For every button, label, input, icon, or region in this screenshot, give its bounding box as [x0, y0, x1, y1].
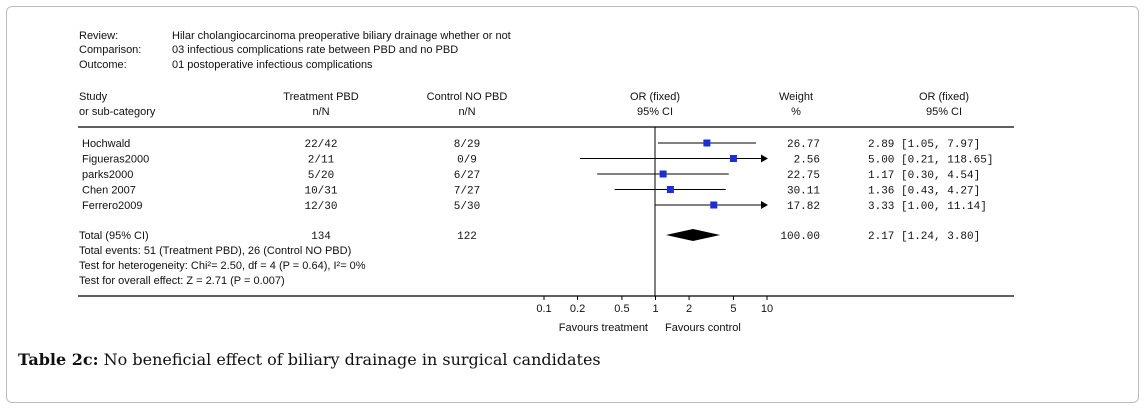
total-label: Total (95% CI) — [79, 230, 149, 242]
study-weight: 17.82 — [787, 201, 820, 213]
comparison-label: Comparison: — [79, 44, 141, 56]
treatment-count: 12/30 — [304, 201, 337, 213]
control-count: 7/27 — [454, 186, 480, 198]
axis-tick-label: 0.2 — [570, 303, 585, 315]
header-control: Control NO PBD — [427, 91, 508, 103]
ci-arrow — [761, 201, 768, 209]
control-count: 5/30 — [454, 201, 480, 213]
note-overall-effect: Test for overall effect: Z = 2.71 (P = 0… — [79, 275, 285, 287]
header-weight-sub: % — [791, 106, 801, 118]
caption-label: Table 2c: — [18, 350, 99, 369]
figure-caption: Table 2c: No beneficial effect of biliar… — [18, 350, 1118, 369]
study-or-ci: 5.00 [0.21, 118.65] — [868, 155, 993, 167]
review-label: Review: — [79, 30, 118, 42]
study-weight: 30.11 — [787, 186, 820, 198]
study-or-ci: 2.89 [1.05, 7.97] — [868, 139, 980, 151]
total-treatment: 134 — [311, 231, 331, 243]
header-study: Study — [79, 91, 108, 103]
control-count: 8/29 — [454, 139, 480, 151]
total-or-ci: 2.17 [1.24, 3.80] — [868, 231, 980, 243]
review-value: Hilar cholangiocarcinoma preoperative bi… — [172, 30, 511, 42]
axis-tick-label: 1 — [652, 303, 658, 315]
treatment-count: 10/31 — [304, 186, 337, 198]
treatment-count: 2/11 — [308, 155, 335, 167]
study-name: Chen 2007 — [82, 185, 136, 197]
control-count: 0/9 — [457, 155, 477, 167]
header-weight: Weight — [779, 91, 813, 103]
favours-control-label: Favours control — [665, 322, 741, 334]
study-name: Ferrero2009 — [82, 200, 143, 212]
comparison-value: 03 infectious complications rate between… — [172, 44, 458, 56]
favours-treatment-label: Favours treatment — [559, 322, 648, 334]
study-weight: 26.77 — [787, 139, 820, 151]
header-control-sub: n/N — [458, 106, 475, 118]
figure-frame — [6, 6, 1139, 403]
treatment-count: 22/42 — [304, 139, 337, 151]
header-or-plot-sub: 95% CI — [637, 106, 673, 118]
axis-tick-label: 0.1 — [536, 303, 551, 315]
study-or-ci: 1.36 [0.43, 4.27] — [868, 186, 980, 198]
point-estimate-square — [729, 155, 737, 162]
study-or-ci: 3.33 [1.00, 11.14] — [868, 201, 987, 213]
total-control: 122 — [457, 231, 477, 243]
outcome-label: Outcome: — [79, 59, 127, 71]
study-name: Hochwald — [82, 138, 130, 150]
header-study-sub: or sub-category — [79, 106, 156, 118]
treatment-count: 5/20 — [308, 170, 334, 182]
header-treatment-sub: n/N — [312, 106, 329, 118]
outcome-value: 01 postoperative infectious complication… — [172, 59, 373, 71]
caption-text: No beneficial effect of biliary drainage… — [98, 350, 601, 369]
axis-tick-label: 5 — [730, 303, 736, 315]
study-name: parks2000 — [82, 169, 133, 181]
study-or-ci: 1.17 [0.30, 4.54] — [868, 170, 980, 182]
point-estimate-square — [659, 170, 667, 178]
note-total-events: Total events: 51 (Treatment PBD), 26 (Co… — [79, 245, 351, 257]
header-or-text-sub: 95% CI — [926, 106, 962, 118]
study-weight: 2.56 — [794, 155, 820, 167]
study-name: Figueras2000 — [82, 154, 149, 166]
header-or-text: OR (fixed) — [919, 91, 969, 103]
header-treatment: Treatment PBD — [283, 91, 358, 103]
point-estimate-square — [703, 139, 711, 147]
point-estimate-square — [710, 201, 718, 209]
forest-plot: Review: Hilar cholangiocarcinoma preoper… — [78, 30, 1014, 334]
note-heterogeneity: Test for heterogeneity: Chi²= 2.50, df =… — [79, 260, 366, 272]
pooled-diamond — [665, 229, 721, 241]
point-estimate-square — [666, 186, 674, 193]
ci-arrow — [761, 154, 768, 163]
axis-tick-label: 2 — [686, 303, 692, 315]
axis-tick-label: 0.5 — [614, 303, 629, 315]
header-or-plot: OR (fixed) — [630, 91, 680, 103]
study-weight: 22.75 — [787, 170, 820, 182]
total-weight: 100.00 — [780, 231, 820, 243]
axis-tick-label: 10 — [761, 303, 773, 315]
control-count: 6/27 — [454, 170, 480, 182]
